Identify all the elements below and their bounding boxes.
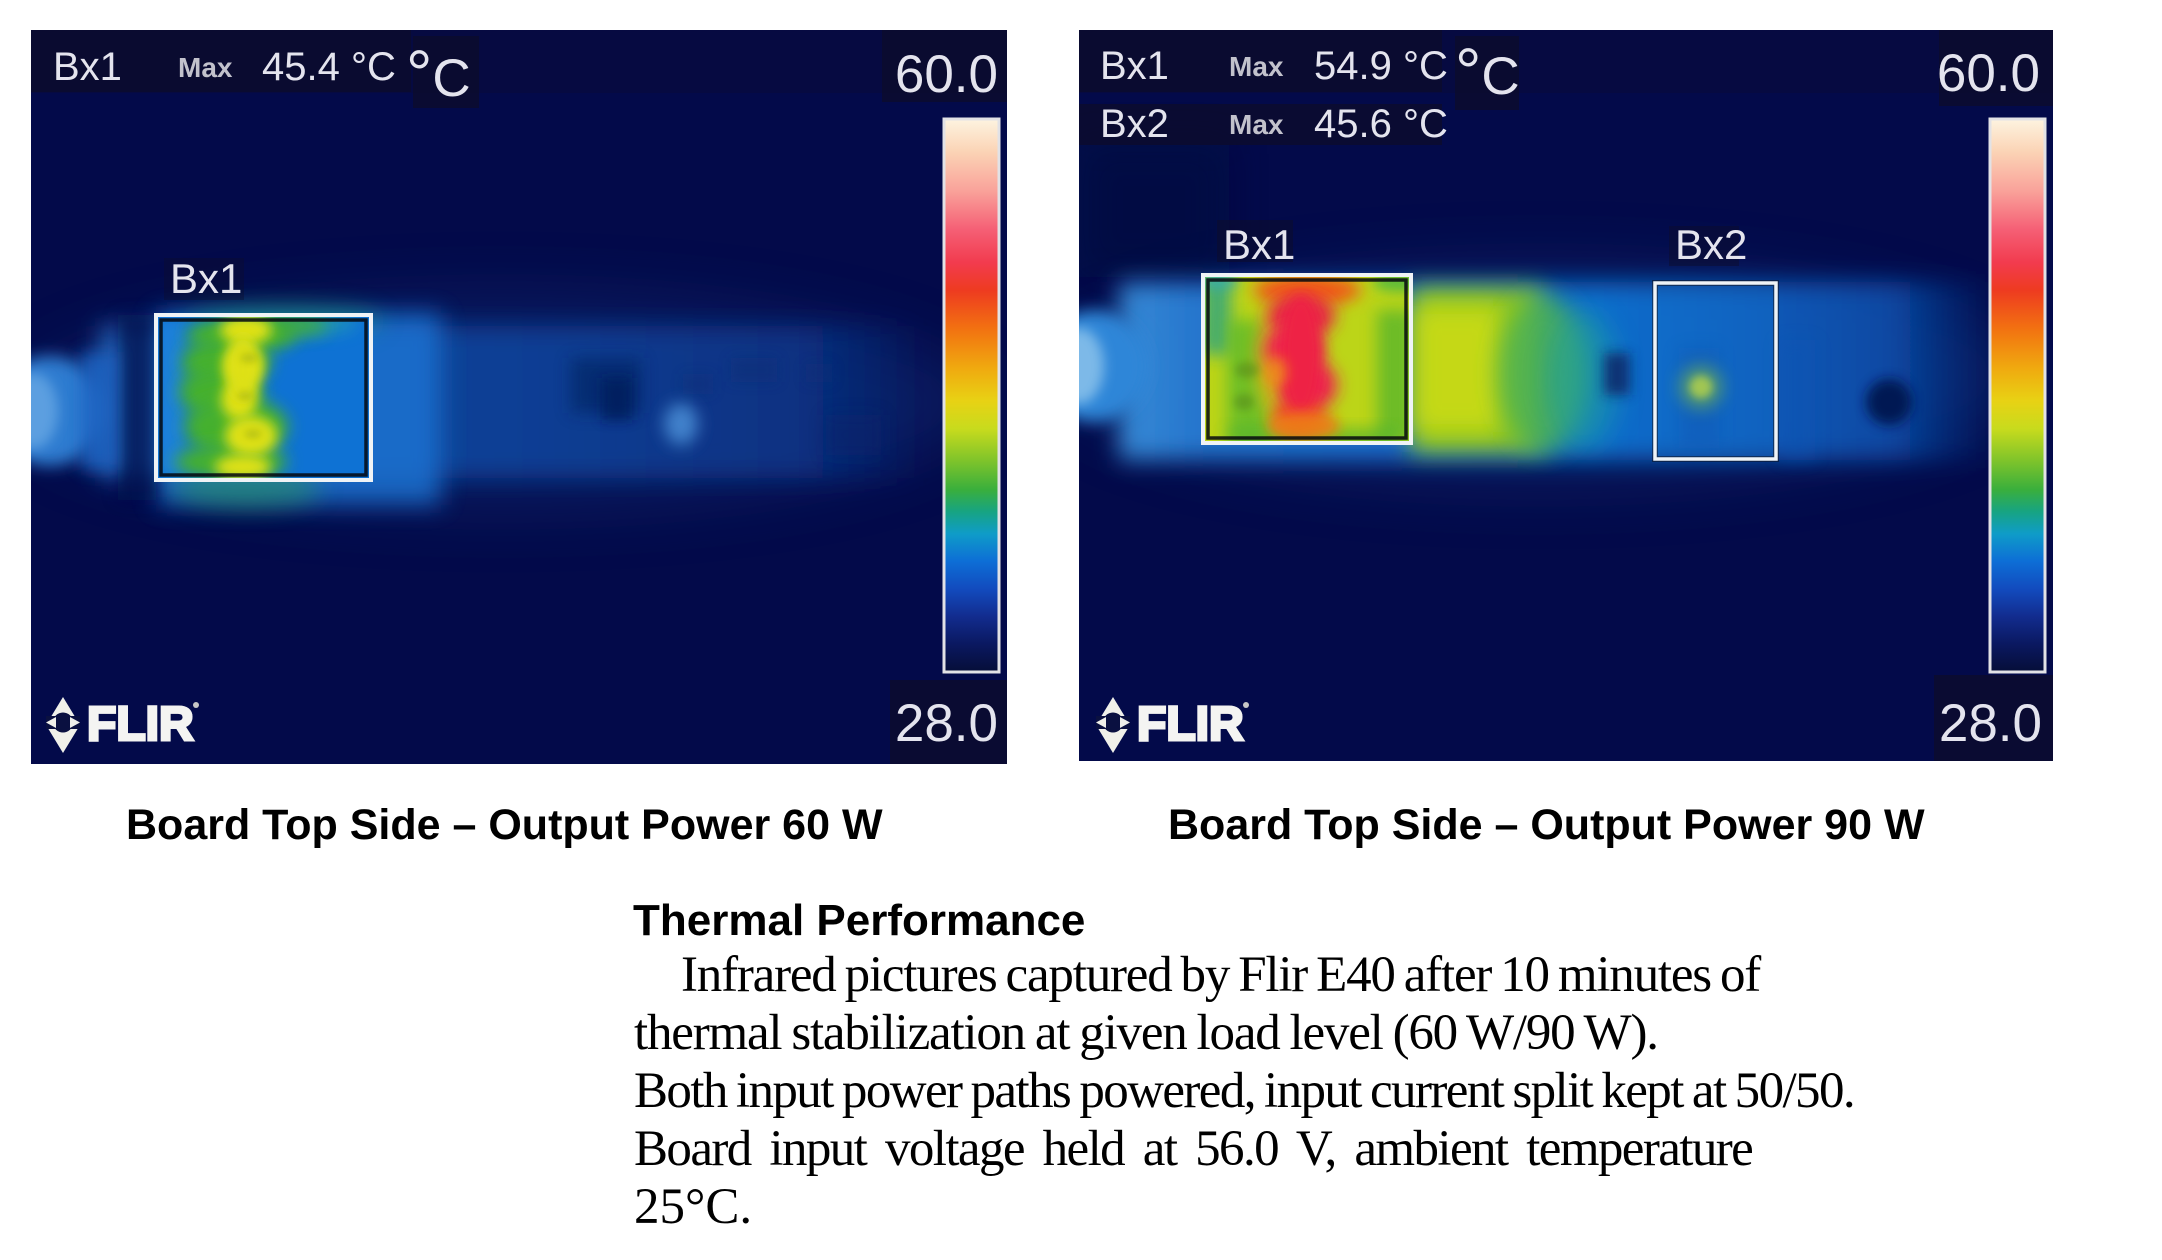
svg-text:Bx1: Bx1	[53, 45, 122, 89]
svg-text:FLIR: FLIR	[1137, 698, 1244, 751]
svg-text:60.0: 60.0	[1937, 44, 2040, 103]
svg-text:Max: Max	[178, 52, 233, 83]
svg-text:Bx1: Bx1	[1100, 44, 1169, 88]
svg-text:Max: Max	[1229, 51, 1284, 82]
svg-text:FLIR: FLIR	[87, 698, 194, 751]
svg-text:°C: °C	[406, 36, 471, 110]
svg-text:45.6 °C: 45.6 °C	[1314, 102, 1448, 146]
svg-text:54.9 °C: 54.9 °C	[1314, 44, 1448, 88]
svg-text:Bx2: Bx2	[1675, 221, 1747, 268]
svg-text:28.0: 28.0	[895, 694, 998, 753]
svg-text:60.0: 60.0	[895, 45, 998, 104]
svg-text:Bx1: Bx1	[170, 255, 242, 302]
svg-text:Bx2: Bx2	[1100, 102, 1169, 146]
svg-text:Bx1: Bx1	[1223, 221, 1295, 268]
svg-text:45.4 °C: 45.4 °C	[262, 45, 396, 89]
svg-text:°C: °C	[1455, 34, 1520, 108]
svg-text:Max: Max	[1229, 109, 1284, 140]
svg-text:28.0: 28.0	[1939, 694, 2042, 753]
